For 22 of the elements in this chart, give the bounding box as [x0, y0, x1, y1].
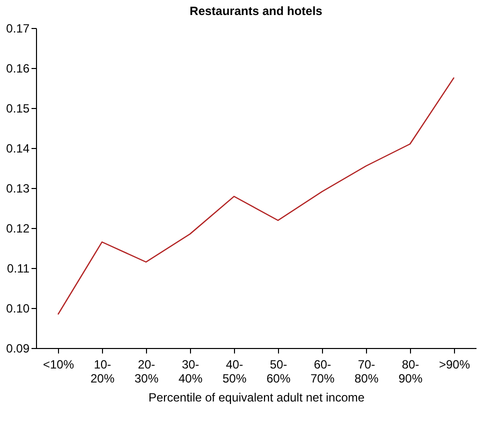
y-tick-label: 0.12	[6, 222, 30, 236]
x-tick-label: <10%	[42, 358, 74, 372]
x-tick-label: 10- 20%	[90, 358, 115, 386]
y-tick-label: 0.16	[6, 62, 30, 76]
y-tick-label: 0.11	[7, 262, 30, 276]
x-axis-title: Percentile of equivalent adult net income	[148, 390, 365, 404]
chart-title: Restaurants and hotels	[190, 4, 323, 18]
y-tick-label: 0.15	[6, 102, 30, 116]
x-tick-label: 70- 80%	[354, 358, 379, 386]
x-tick-label: 50- 60%	[266, 358, 291, 386]
x-tick-label: >90%	[438, 358, 470, 372]
y-tick-label: 0.13	[6, 182, 30, 196]
line-series	[57, 77, 455, 315]
y-tick-label: 0.09	[6, 342, 30, 356]
x-tick-label: 60- 70%	[310, 358, 335, 386]
y-tick-label: 0.14	[6, 142, 30, 156]
y-tick-label: 0.10	[6, 302, 30, 316]
y-tick-label: 0.17	[6, 22, 30, 36]
x-tick-label: 20- 30%	[134, 358, 159, 386]
x-tick-label: 30- 40%	[178, 358, 203, 386]
x-tick-label: 80- 90%	[398, 358, 423, 386]
x-tick-label: 40- 50%	[222, 358, 247, 386]
